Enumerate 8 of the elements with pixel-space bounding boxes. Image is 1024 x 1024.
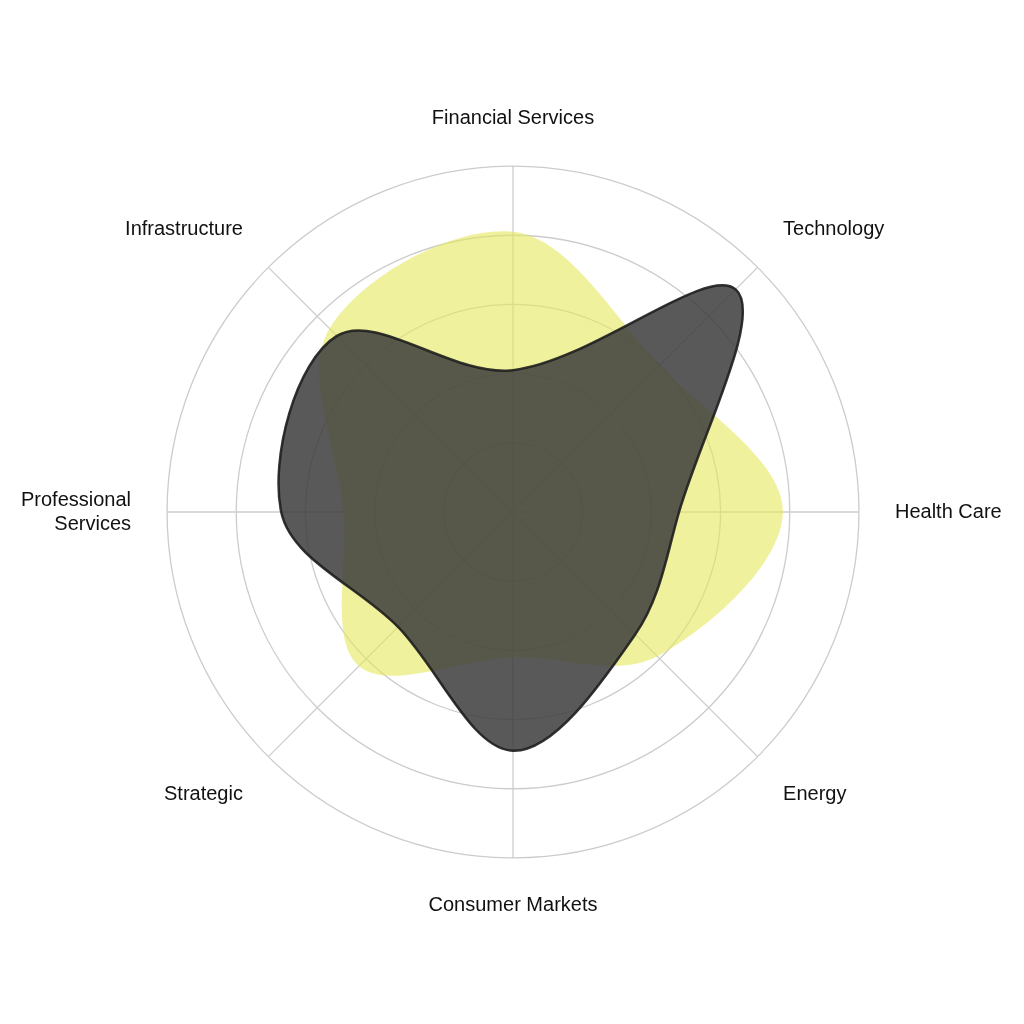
spoke-label: Financial Services [431,105,595,128]
spoke-label: Strategic [163,781,243,804]
spoke-label: Health Care [894,499,1002,522]
spoke-label: Infrastructure [125,217,243,240]
spoke-label: Consumer Markets [428,893,598,916]
spoke-label: Professional Services [21,487,132,534]
spoke-label: Technology [783,217,885,240]
spoke-label: Energy [783,781,847,804]
